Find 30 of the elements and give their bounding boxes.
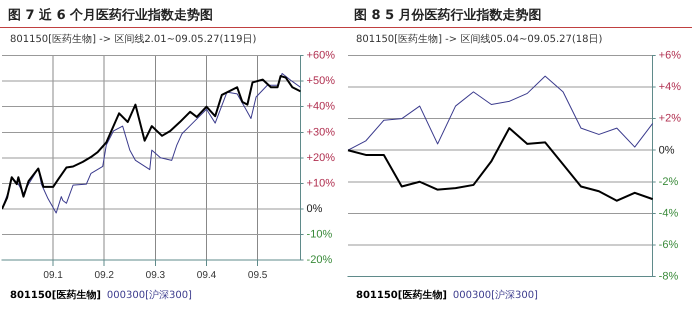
- y-tick-label: 0%: [658, 144, 675, 156]
- y-tick-label: -6%: [658, 238, 678, 251]
- y-tick-label: +2%: [658, 112, 682, 125]
- y-tick-label: +60%: [306, 50, 336, 62]
- x-tick-label: 09.2: [94, 270, 114, 281]
- text: 801150[医药生物]: [10, 288, 101, 302]
- y-tick-label: +30%: [306, 126, 336, 138]
- chart-title: 图 7 近 6 个月医药行业指数走势图: [0, 0, 346, 28]
- y-tick-label: +40%: [306, 100, 336, 113]
- chart-title: 图 8 5 月份医药行业指数走势图: [346, 0, 692, 28]
- x-tick-label: 09.1: [43, 270, 64, 281]
- y-tick-label: +10%: [306, 177, 336, 190]
- text: 000300[沪深300]: [452, 288, 538, 302]
- chart-subtitle: 801150[医药生物] -> 区间线05.04~09.05.27(18日): [355, 32, 604, 46]
- y-tick-label: +6%: [658, 50, 682, 62]
- text: 801150[医药生物]: [356, 288, 447, 302]
- y-tick-label: -20%: [306, 254, 332, 266]
- y-tick-label: -2%: [658, 176, 678, 188]
- x-tick-label: 09.5: [248, 270, 268, 281]
- x-tick-label: 09.3: [146, 270, 166, 281]
- y-tick-label: -10%: [306, 228, 332, 240]
- y-tick-label: -4%: [658, 207, 678, 220]
- y-tick-label: +20%: [306, 152, 336, 164]
- chart-subtitle: 801150[医药生物] -> 区间线2.01~09.05.27(119日): [9, 32, 258, 46]
- y-tick-label: -8%: [658, 270, 678, 282]
- y-tick-label: +50%: [306, 75, 336, 88]
- text: 000300[沪深300]: [106, 288, 192, 302]
- y-tick-label: +4%: [658, 81, 682, 94]
- y-tick-label: 0%: [306, 202, 323, 215]
- x-tick-label: 09.4: [196, 270, 217, 281]
